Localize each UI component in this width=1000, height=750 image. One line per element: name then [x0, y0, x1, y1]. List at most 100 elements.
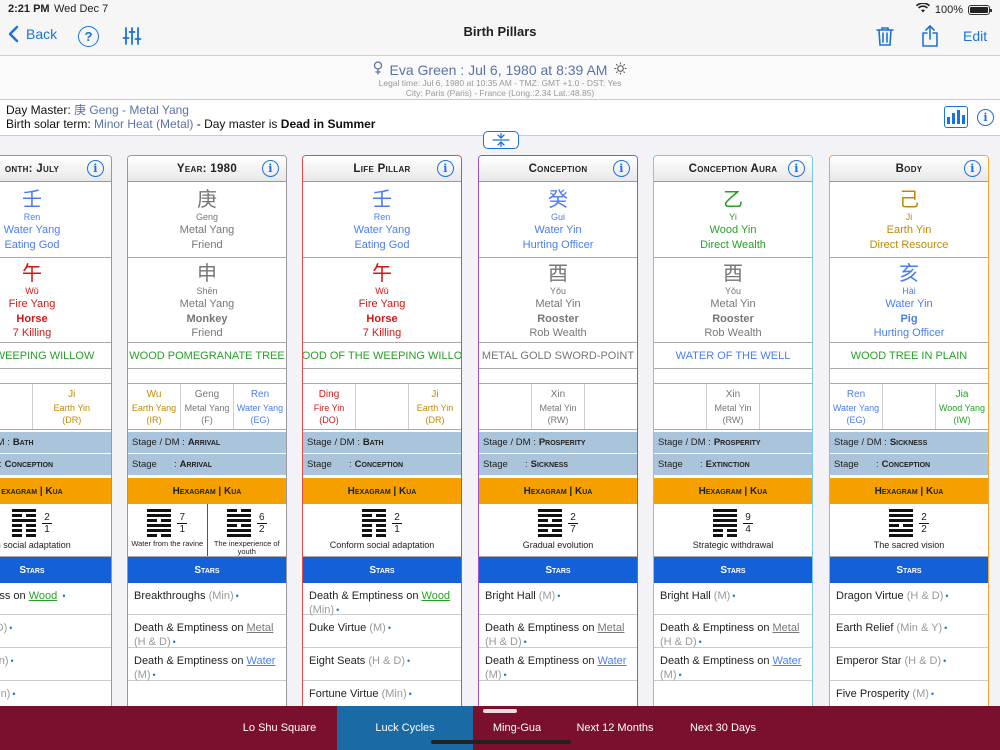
hidden-stem: Geng Metal Yang (F): [181, 384, 234, 429]
star-item[interactable]: [479, 681, 637, 706]
info-icon[interactable]: i: [613, 160, 630, 177]
star-item[interactable]: Death & Emptiness on Metal (H & D) •: [654, 615, 812, 648]
tab-ming-gua[interactable]: Ming-Gua: [492, 722, 542, 734]
star-item[interactable]: Five Prosperity (M) •: [830, 681, 988, 706]
star-item[interactable]: Bright Hall (M) •: [479, 583, 637, 615]
star-item[interactable]: ts (H & D)•: [0, 615, 111, 648]
hexagram[interactable]: 2 1 Conform social adaptation: [303, 504, 461, 556]
bullet-icon: •: [523, 637, 527, 647]
star-element-link[interactable]: Wood: [28, 590, 58, 602]
hidden-stem: Ren Water Yang (EG): [830, 384, 883, 429]
bullet-icon: •: [944, 623, 948, 633]
star-element-link[interactable]: Water: [772, 655, 802, 667]
hexagram[interactable]: 6 2 The inexperience of youth: [206, 504, 287, 556]
hexagram-icon: [538, 509, 563, 537]
branch-character: 申: [197, 261, 217, 285]
share-icon[interactable]: [921, 24, 939, 48]
stage-value: Sickness: [530, 459, 569, 470]
star-name: Death & Emptiness on: [309, 590, 422, 602]
page-title: Birth Pillars: [463, 24, 537, 39]
pillar-column[interactable]: Conception Aura i 乙 Yi Wood Yin Direct Wealth…: [653, 155, 813, 706]
bar-chart-icon[interactable]: [944, 106, 968, 128]
pillar-column[interactable]: Body i 己 Ji Earth Yin Direct Resource 亥 Hài Wate…: [829, 155, 989, 706]
branch-character: 酉: [548, 261, 568, 285]
star-item[interactable]: irtue (Min)•: [0, 648, 111, 681]
stem-character: 己: [899, 187, 919, 211]
hexagram-top-number: 6: [256, 511, 267, 524]
star-name: Dragon Virtue: [836, 590, 907, 602]
info-icon[interactable]: i: [964, 160, 981, 177]
star-item[interactable]: Death & Emptiness on Metal (H & D) •: [479, 615, 637, 648]
tab-next-12-months[interactable]: Next 12 Months: [576, 722, 654, 734]
hidden-stem-god: (F): [201, 415, 213, 425]
star-element-link[interactable]: Water: [597, 655, 627, 667]
hexagram[interactable]: 9 4 Strategic withdrawal: [654, 504, 812, 556]
star-item[interactable]: [128, 681, 286, 706]
info-icon[interactable]: i: [977, 109, 994, 126]
stars-header: Stars: [654, 557, 812, 583]
star-item[interactable]: Death & Emptiness on Metal (H & D) •: [128, 615, 286, 648]
hexagram-icon: [713, 509, 738, 537]
pillars-area[interactable]: onth: July i 壬 Ren Water Yang Eating God 午 Wǔ Fi…: [0, 150, 1000, 706]
hidden-stem: Ding Fire Yin (DO): [303, 384, 356, 429]
hexagram[interactable]: 2 2 The sacred vision: [830, 504, 988, 556]
star-item[interactable]: Death & Emptiness on Water (M) •: [654, 648, 812, 681]
star-item[interactable]: Breakthroughs (Min) •: [128, 583, 286, 615]
tab-lo-shu-square[interactable]: Lo Shu Square: [242, 722, 317, 734]
pillar-column[interactable]: Year: 1980 i 庚 Geng Metal Yang Friend 申 Shēn Met…: [127, 155, 287, 706]
star-item[interactable]: Death & Emptiness on Water (M) •: [479, 648, 637, 681]
tab-next-30-days[interactable]: Next 30 Days: [689, 722, 757, 734]
resize-handle-icon[interactable]: [483, 131, 519, 149]
info-icon[interactable]: i: [437, 160, 454, 177]
help-icon[interactable]: ?: [78, 26, 99, 47]
star-item[interactable]: Dragon Virtue (H & D) •: [830, 583, 988, 615]
star-qualifier: (M): [660, 669, 677, 681]
status-date: Wed Dec 7: [54, 3, 109, 15]
star-item[interactable]: Death & Emptiness on Water (M) •: [128, 648, 286, 681]
info-icon[interactable]: i: [87, 160, 104, 177]
star-item[interactable]: Emptiness on Wood •: [0, 583, 111, 615]
sliders-icon[interactable]: [122, 26, 142, 46]
star-item[interactable]: Death & Emptiness on Wood (Min) •: [303, 583, 461, 616]
star-element-link[interactable]: Metal: [772, 622, 800, 634]
back-button[interactable]: Back: [8, 25, 57, 43]
star-item[interactable]: Duke Virtue (M) •: [303, 615, 461, 648]
earthly-branch: 午 Wǔ Fire Yang Horse 7 Killing: [0, 258, 111, 343]
hidden-stem-element: Water Yang: [832, 403, 880, 413]
chevron-left-icon: [8, 25, 19, 43]
star-item[interactable]: Fortune Virtue (Min) •: [303, 681, 461, 706]
star-element-link[interactable]: Metal: [246, 622, 274, 634]
star-item[interactable]: Chef (Min)•: [0, 681, 111, 706]
info-icon[interactable]: i: [788, 160, 805, 177]
hexagram[interactable]: 2 7 Gradual evolution: [479, 504, 637, 556]
stem-god: Hurting Officer: [522, 239, 594, 251]
hidden-stems: Ren Water Yang (EG) Jia Wood Yang (IW): [830, 384, 988, 430]
bullet-icon: •: [12, 689, 16, 699]
pillar-column[interactable]: Life Pillar i 壬 Ren Water Yang Eating God 午 Wǔ F…: [302, 155, 462, 706]
star-element-link[interactable]: Wood: [421, 590, 451, 602]
info-icon[interactable]: i: [262, 160, 279, 177]
star-item[interactable]: [654, 681, 812, 706]
star-item[interactable]: Earth Relief (Min & Y) •: [830, 615, 988, 648]
star-item[interactable]: Bright Hall (M) •: [654, 583, 812, 615]
hexagram-header: Hexagram | Kua: [303, 478, 461, 504]
bullet-icon: •: [503, 670, 507, 680]
star-item[interactable]: Emperor Star (H & D) •: [830, 648, 988, 681]
day-master-value: 庚 Geng - Metal Yang: [74, 103, 189, 117]
edit-button[interactable]: Edit: [963, 28, 988, 44]
sheet-grabber[interactable]: [483, 709, 517, 713]
stage-row: Stage: Arrival: [128, 454, 286, 476]
hexagram-header: exagram | Kua: [0, 478, 111, 504]
hexagram-top-number: 7: [177, 511, 188, 524]
hexagram[interactable]: 7 1 Water from the ravine: [128, 504, 207, 556]
star-element-link[interactable]: Water: [246, 655, 276, 667]
pillar-column[interactable]: onth: July i 壬 Ren Water Yang Eating God 午 Wǔ Fi…: [0, 155, 112, 706]
pillar-column[interactable]: Conception i 癸 Gui Water Yin Hurting Officer 酉…: [478, 155, 638, 706]
trash-icon[interactable]: [876, 26, 894, 46]
branch-character: 午: [372, 261, 392, 285]
star-item[interactable]: Eight Seats (H & D) •: [303, 648, 461, 681]
hidden-stem-name: Ren: [250, 389, 270, 400]
star-element-link[interactable]: Metal: [597, 622, 625, 634]
